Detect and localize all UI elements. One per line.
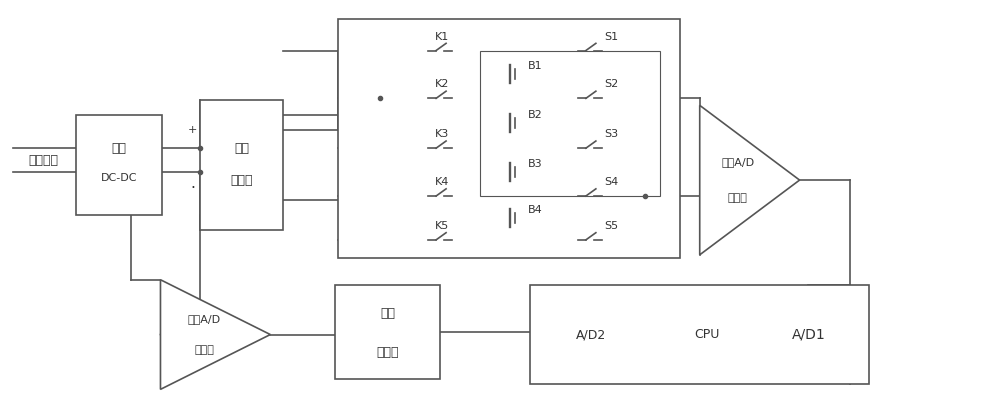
Bar xyxy=(530,285,869,384)
Bar xyxy=(76,115,162,215)
Text: S2: S2 xyxy=(604,79,618,90)
Text: B1: B1 xyxy=(528,62,543,71)
Polygon shape xyxy=(160,280,270,389)
Bar xyxy=(480,51,660,196)
Text: S1: S1 xyxy=(604,32,618,42)
Text: 极性: 极性 xyxy=(234,142,249,155)
Text: 变换器: 变换器 xyxy=(728,193,748,203)
Text: CPU: CPU xyxy=(694,328,719,341)
Text: A/D2: A/D2 xyxy=(576,328,606,341)
Text: ·: · xyxy=(190,181,195,196)
Text: DC-DC: DC-DC xyxy=(101,173,137,183)
Text: K4: K4 xyxy=(435,177,449,187)
Text: +: + xyxy=(188,125,197,135)
Text: S4: S4 xyxy=(604,177,618,187)
Text: B4: B4 xyxy=(528,205,543,215)
Bar xyxy=(338,19,680,258)
Text: S5: S5 xyxy=(604,221,618,231)
Text: B3: B3 xyxy=(528,159,543,169)
Text: 第二A/D: 第二A/D xyxy=(188,313,221,324)
Text: K2: K2 xyxy=(435,79,449,90)
Text: 光电: 光电 xyxy=(380,307,395,320)
Bar xyxy=(200,100,283,230)
Text: S3: S3 xyxy=(604,129,618,139)
Text: 换向器: 换向器 xyxy=(231,174,253,187)
Bar xyxy=(335,285,440,379)
Text: B2: B2 xyxy=(528,110,543,120)
Text: 双向: 双向 xyxy=(112,142,127,155)
Text: A/D1: A/D1 xyxy=(791,328,825,341)
Text: 隔离器: 隔离器 xyxy=(376,346,399,359)
Text: 外部电源: 外部电源 xyxy=(29,153,59,166)
Text: 第一A/D: 第一A/D xyxy=(721,157,754,167)
Text: 变换器: 变换器 xyxy=(194,345,214,356)
Polygon shape xyxy=(700,105,800,255)
Text: K1: K1 xyxy=(435,32,449,42)
Text: K5: K5 xyxy=(435,221,449,231)
Text: K3: K3 xyxy=(435,129,449,139)
